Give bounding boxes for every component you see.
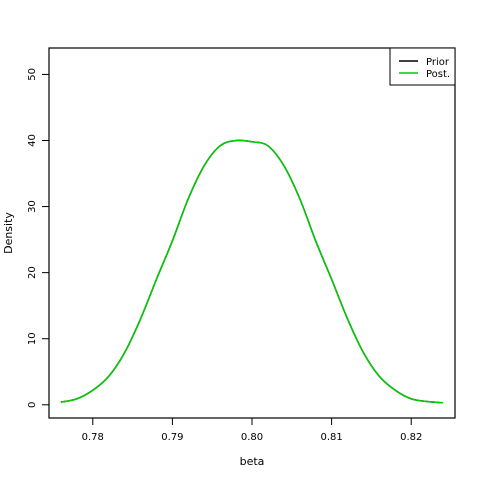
series-line-post — [60, 139, 444, 404]
x-tick-label: 0.79 — [161, 432, 183, 443]
series-layer — [60, 139, 444, 404]
y-tick-label: 50 — [27, 68, 38, 81]
y-tick-label: 30 — [27, 200, 38, 213]
y-tick-label: 0 — [27, 402, 38, 408]
legend-label-post: Post. — [426, 69, 450, 80]
x-axis-label: beta — [240, 455, 265, 468]
y-tick-label: 20 — [27, 266, 38, 279]
x-tick-label: 0.78 — [82, 432, 104, 443]
legend: Prior Post. — [389, 47, 456, 86]
x-tick-label: 0.81 — [320, 432, 342, 443]
x-tick-label: 0.82 — [400, 432, 422, 443]
x-tick-label: 0.80 — [241, 432, 263, 443]
axes-layer: 0.78 0.79 0.80 0.81 0.82 0 10 20 30 40 50 — [27, 68, 422, 443]
legend-box — [389, 47, 456, 86]
legend-label-prior: Prior — [426, 57, 450, 68]
y-tick-label: 10 — [27, 332, 38, 345]
y-tick-label: 40 — [27, 134, 38, 147]
y-axis-label: Density — [2, 212, 15, 254]
plot-frame — [48, 47, 456, 419]
